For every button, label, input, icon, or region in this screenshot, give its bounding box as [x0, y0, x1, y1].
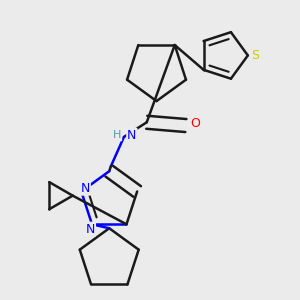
Text: O: O: [190, 117, 200, 130]
Text: N: N: [86, 223, 95, 236]
Text: N: N: [81, 182, 90, 195]
Text: H: H: [113, 130, 121, 140]
Text: N: N: [127, 129, 136, 142]
Text: S: S: [251, 49, 259, 62]
